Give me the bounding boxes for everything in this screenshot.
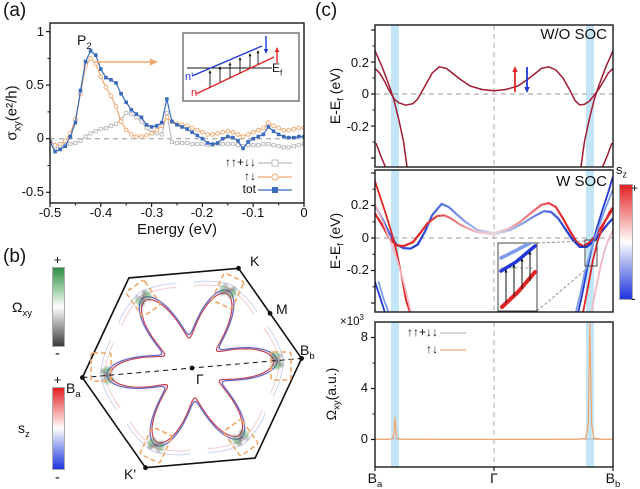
a-xtick-1: -0.4 xyxy=(89,205,113,220)
c-sz-bar-plus: + xyxy=(631,181,639,195)
sz-colorbar xyxy=(52,387,65,470)
omega-colorbar xyxy=(52,267,65,347)
a-xtick-3: -0.2 xyxy=(190,205,214,220)
bz-point-Gamma: Γ xyxy=(196,371,204,387)
c-top-title: W/O SOC xyxy=(540,26,607,43)
omega-bar-plus: + xyxy=(53,252,62,267)
panel-b-label: (b) xyxy=(3,246,27,267)
panel-b-plot xyxy=(80,265,304,471)
bz-point-M: M xyxy=(276,301,288,317)
c3-legend-updown: ↑↓ xyxy=(426,342,438,356)
c2-ytick-02: 0.2 xyxy=(350,197,369,212)
c3-xtick-Bb: Bb xyxy=(605,470,621,489)
sz-bar-minus: - xyxy=(55,469,60,486)
a-legend-label-samespin: ↑↑+↓↓ xyxy=(224,155,256,169)
c3-legend-samespin: ↑↑+↓↓ xyxy=(406,325,438,339)
panel-c-plot xyxy=(371,24,614,471)
c1-ytick-0: 0 xyxy=(361,86,369,101)
a-legend-label-updown: ↑↓ xyxy=(244,169,256,183)
bz-point-K: K xyxy=(250,253,260,269)
panel-a: (a) σxy(e²/h) 1 0.5 0 -0.5 -0.5 -0.4 -0.… xyxy=(0,0,320,245)
sz-bar-label: sz xyxy=(18,420,30,440)
a-ytick-1: 1 xyxy=(36,24,44,39)
c3-ytick-0: 0 xyxy=(360,431,368,446)
c2-ytick-m02: -0.2 xyxy=(346,262,369,277)
c-sz-colorbar xyxy=(619,184,633,300)
c3-xtick-Gamma: Γ xyxy=(490,470,498,486)
panel-c-label: (c) xyxy=(315,0,338,21)
a-xtick-2: -0.3 xyxy=(140,205,164,220)
a-xlabel: Energy (eV) xyxy=(136,221,218,238)
a-legend-label-tot: tot xyxy=(242,182,256,196)
omega-bar-minus: - xyxy=(55,345,60,362)
c3-ytick-4: 4 xyxy=(360,380,368,395)
c-mid-title: W SOC xyxy=(556,173,607,190)
a-ytick-05: 0.5 xyxy=(25,77,44,92)
c3-scale-label: ×103 xyxy=(340,313,364,328)
a-inset-n-label: n xyxy=(191,87,198,99)
c3-ytick-8: 8 xyxy=(360,329,368,344)
a-inset-ef-label: Ef xyxy=(272,61,283,78)
a-xtick-0: -0.5 xyxy=(38,205,62,220)
bz-point-Kp: K' xyxy=(124,466,137,482)
panel-a-label: (a) xyxy=(3,0,27,21)
omega-bar-label: Ωxy xyxy=(12,299,32,319)
a-xtick-5: 0 xyxy=(300,205,308,220)
panel-a-plot xyxy=(46,22,305,207)
c3-xtick-Ba: Ba xyxy=(367,470,383,489)
c2-ytick-0: 0 xyxy=(361,230,369,245)
c-sz-bar-label: sz xyxy=(616,162,627,180)
bz-point-Ba: Ba xyxy=(66,380,81,400)
a-ytick-m05: -0.5 xyxy=(21,184,44,199)
c3-ylabel: Ωxy(a.u.) xyxy=(322,367,343,421)
panel-c: (c) W/O SOC W SOC E-Ef (eV) E-Ef (eV) Ωx… xyxy=(315,0,640,489)
a-xtick-4: -0.1 xyxy=(241,205,265,220)
c-sz-bar-minus: - xyxy=(631,290,636,306)
a-ytick-0: 0 xyxy=(36,130,44,145)
a-peak-label: P2 xyxy=(77,32,92,52)
sz-bar-plus: + xyxy=(53,372,62,387)
panel-b: (b) + - Ωxy + - sz K M Bb Ba K' Γ xyxy=(0,245,320,489)
a-inset-nprime-label: n' xyxy=(185,71,194,83)
c1-ytick-02: 0.2 xyxy=(350,55,369,70)
c1-ytick-m02: -0.2 xyxy=(346,119,369,134)
bz-point-Bb: Bb xyxy=(300,342,315,362)
